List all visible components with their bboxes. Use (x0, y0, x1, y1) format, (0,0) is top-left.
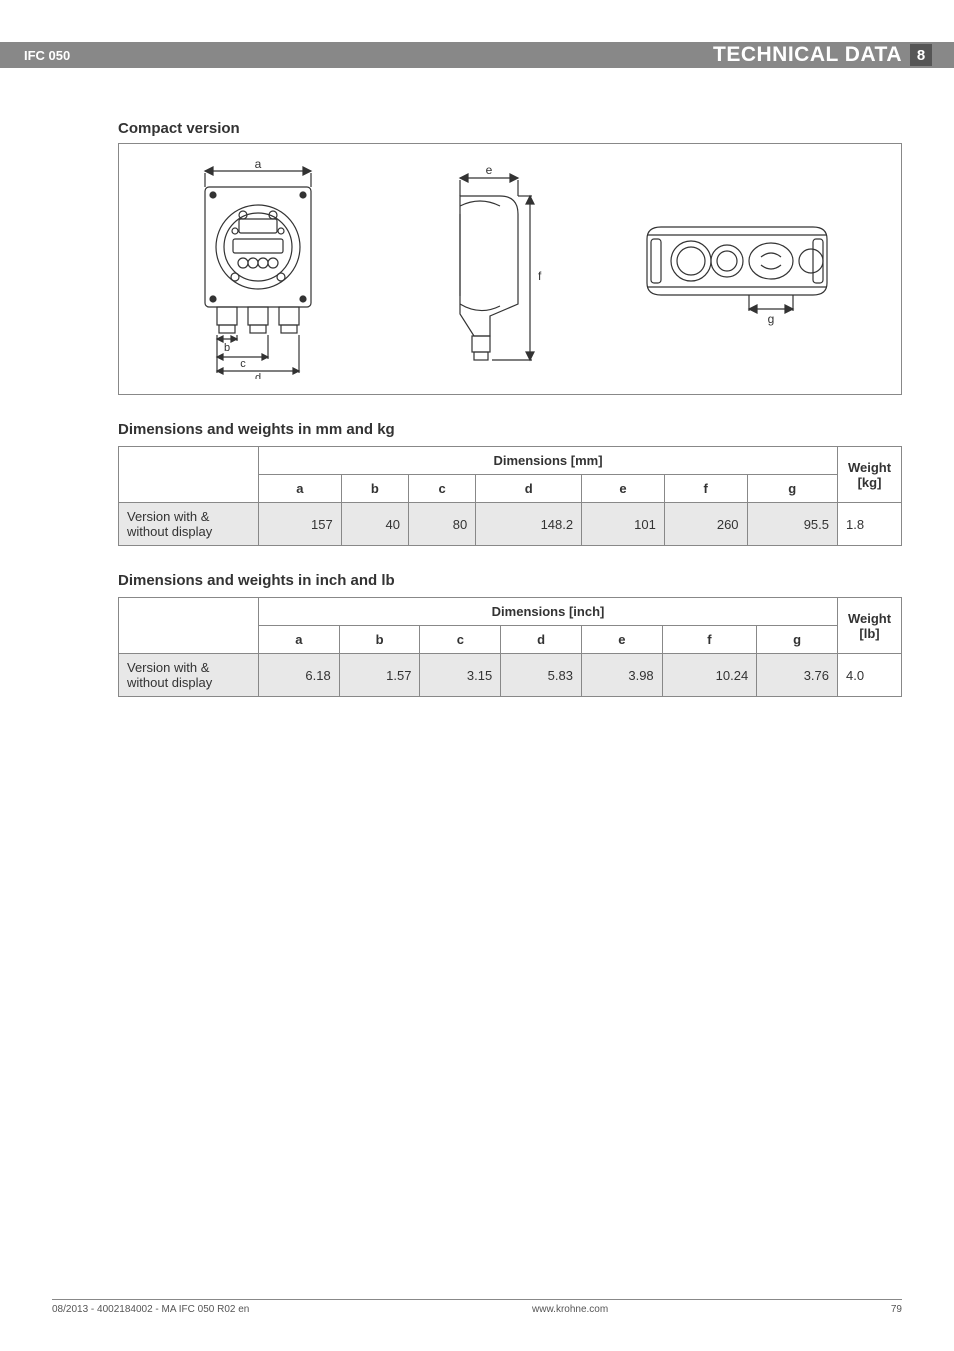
dim-label-e: e (486, 164, 493, 177)
content: Compact version a (118, 120, 902, 723)
header-right: TECHNICAL DATA 8 (130, 42, 954, 68)
header-product-code: IFC 050 (0, 42, 130, 68)
mm-table-heading: Dimensions and weights in mm and kg (118, 421, 902, 438)
mm-col-f: f (664, 475, 747, 503)
inch-col-b: b (339, 626, 420, 654)
mm-val-a: 157 (259, 503, 342, 546)
dim-label-f: f (538, 269, 542, 283)
mm-col-b: b (341, 475, 408, 503)
dim-label-c: c (240, 358, 246, 370)
mm-dim-header: Dimensions [mm] (259, 447, 838, 475)
footer-page-number: 79 (891, 1304, 902, 1315)
inch-val-f: 10.24 (662, 654, 757, 697)
mm-val-g: 95.5 (747, 503, 837, 546)
mm-weight-val: 1.8 (838, 503, 902, 546)
inch-val-b: 1.57 (339, 654, 420, 697)
dim-label-a: a (254, 159, 261, 171)
inch-val-d: 5.83 (501, 654, 582, 697)
compact-version-heading: Compact version (118, 120, 902, 137)
inch-row-header-blank (119, 598, 259, 654)
header-bar: IFC 050 TECHNICAL DATA 8 (0, 42, 954, 68)
footer-left: 08/2013 - 4002184002 - MA IFC 050 R02 en (52, 1304, 249, 1315)
diagram-front-view: a (173, 159, 343, 379)
mm-val-d: 148.2 (476, 503, 582, 546)
inch-val-e: 3.98 (581, 654, 662, 697)
header-title: TECHNICAL DATA (713, 43, 902, 67)
inch-dim-header: Dimensions [inch] (259, 598, 838, 626)
inch-col-a: a (259, 626, 340, 654)
dimensions-inch-table: Dimensions [inch] Weight [lb] a b c d e … (118, 597, 902, 697)
header-section-badge: 8 (910, 44, 932, 66)
inch-table-heading: Dimensions and weights in inch and lb (118, 572, 902, 589)
mm-col-g: g (747, 475, 837, 503)
dim-label-g: g (768, 312, 775, 326)
table-row: Version with & without display 6.18 1.57… (119, 654, 902, 697)
mm-col-a: a (259, 475, 342, 503)
mm-row-header-blank (119, 447, 259, 503)
mm-col-d: d (476, 475, 582, 503)
mm-val-c: 80 (408, 503, 475, 546)
inch-col-e: e (581, 626, 662, 654)
diagram-box: a (118, 143, 902, 395)
inch-weight-val: 4.0 (838, 654, 902, 697)
inch-val-g: 3.76 (757, 654, 838, 697)
mm-val-b: 40 (341, 503, 408, 546)
mm-col-c: c (408, 475, 475, 503)
table-row: Version with & without display 157 40 80… (119, 503, 902, 546)
diagram-side-view: e f (410, 164, 560, 374)
inch-col-c: c (420, 626, 501, 654)
footer: 08/2013 - 4002184002 - MA IFC 050 R02 en… (52, 1299, 902, 1315)
inch-col-f: f (662, 626, 757, 654)
inch-row-label: Version with & without display (119, 654, 259, 697)
mm-val-e: 101 (582, 503, 665, 546)
inch-weight-header: Weight [lb] (838, 598, 902, 654)
footer-center: www.krohne.com (532, 1304, 608, 1315)
dim-label-d: d (255, 372, 261, 379)
mm-col-e: e (582, 475, 665, 503)
inch-col-d: d (501, 626, 582, 654)
mm-val-f: 260 (664, 503, 747, 546)
inch-val-c: 3.15 (420, 654, 501, 697)
mm-row-label: Version with & without display (119, 503, 259, 546)
dimensions-mm-table: Dimensions [mm] Weight [kg] a b c d e f … (118, 446, 902, 546)
diagram-top-view: g (627, 199, 847, 339)
inch-col-g: g (757, 626, 838, 654)
inch-val-a: 6.18 (259, 654, 340, 697)
mm-weight-header: Weight [kg] (838, 447, 902, 503)
dim-label-b: b (224, 342, 230, 354)
